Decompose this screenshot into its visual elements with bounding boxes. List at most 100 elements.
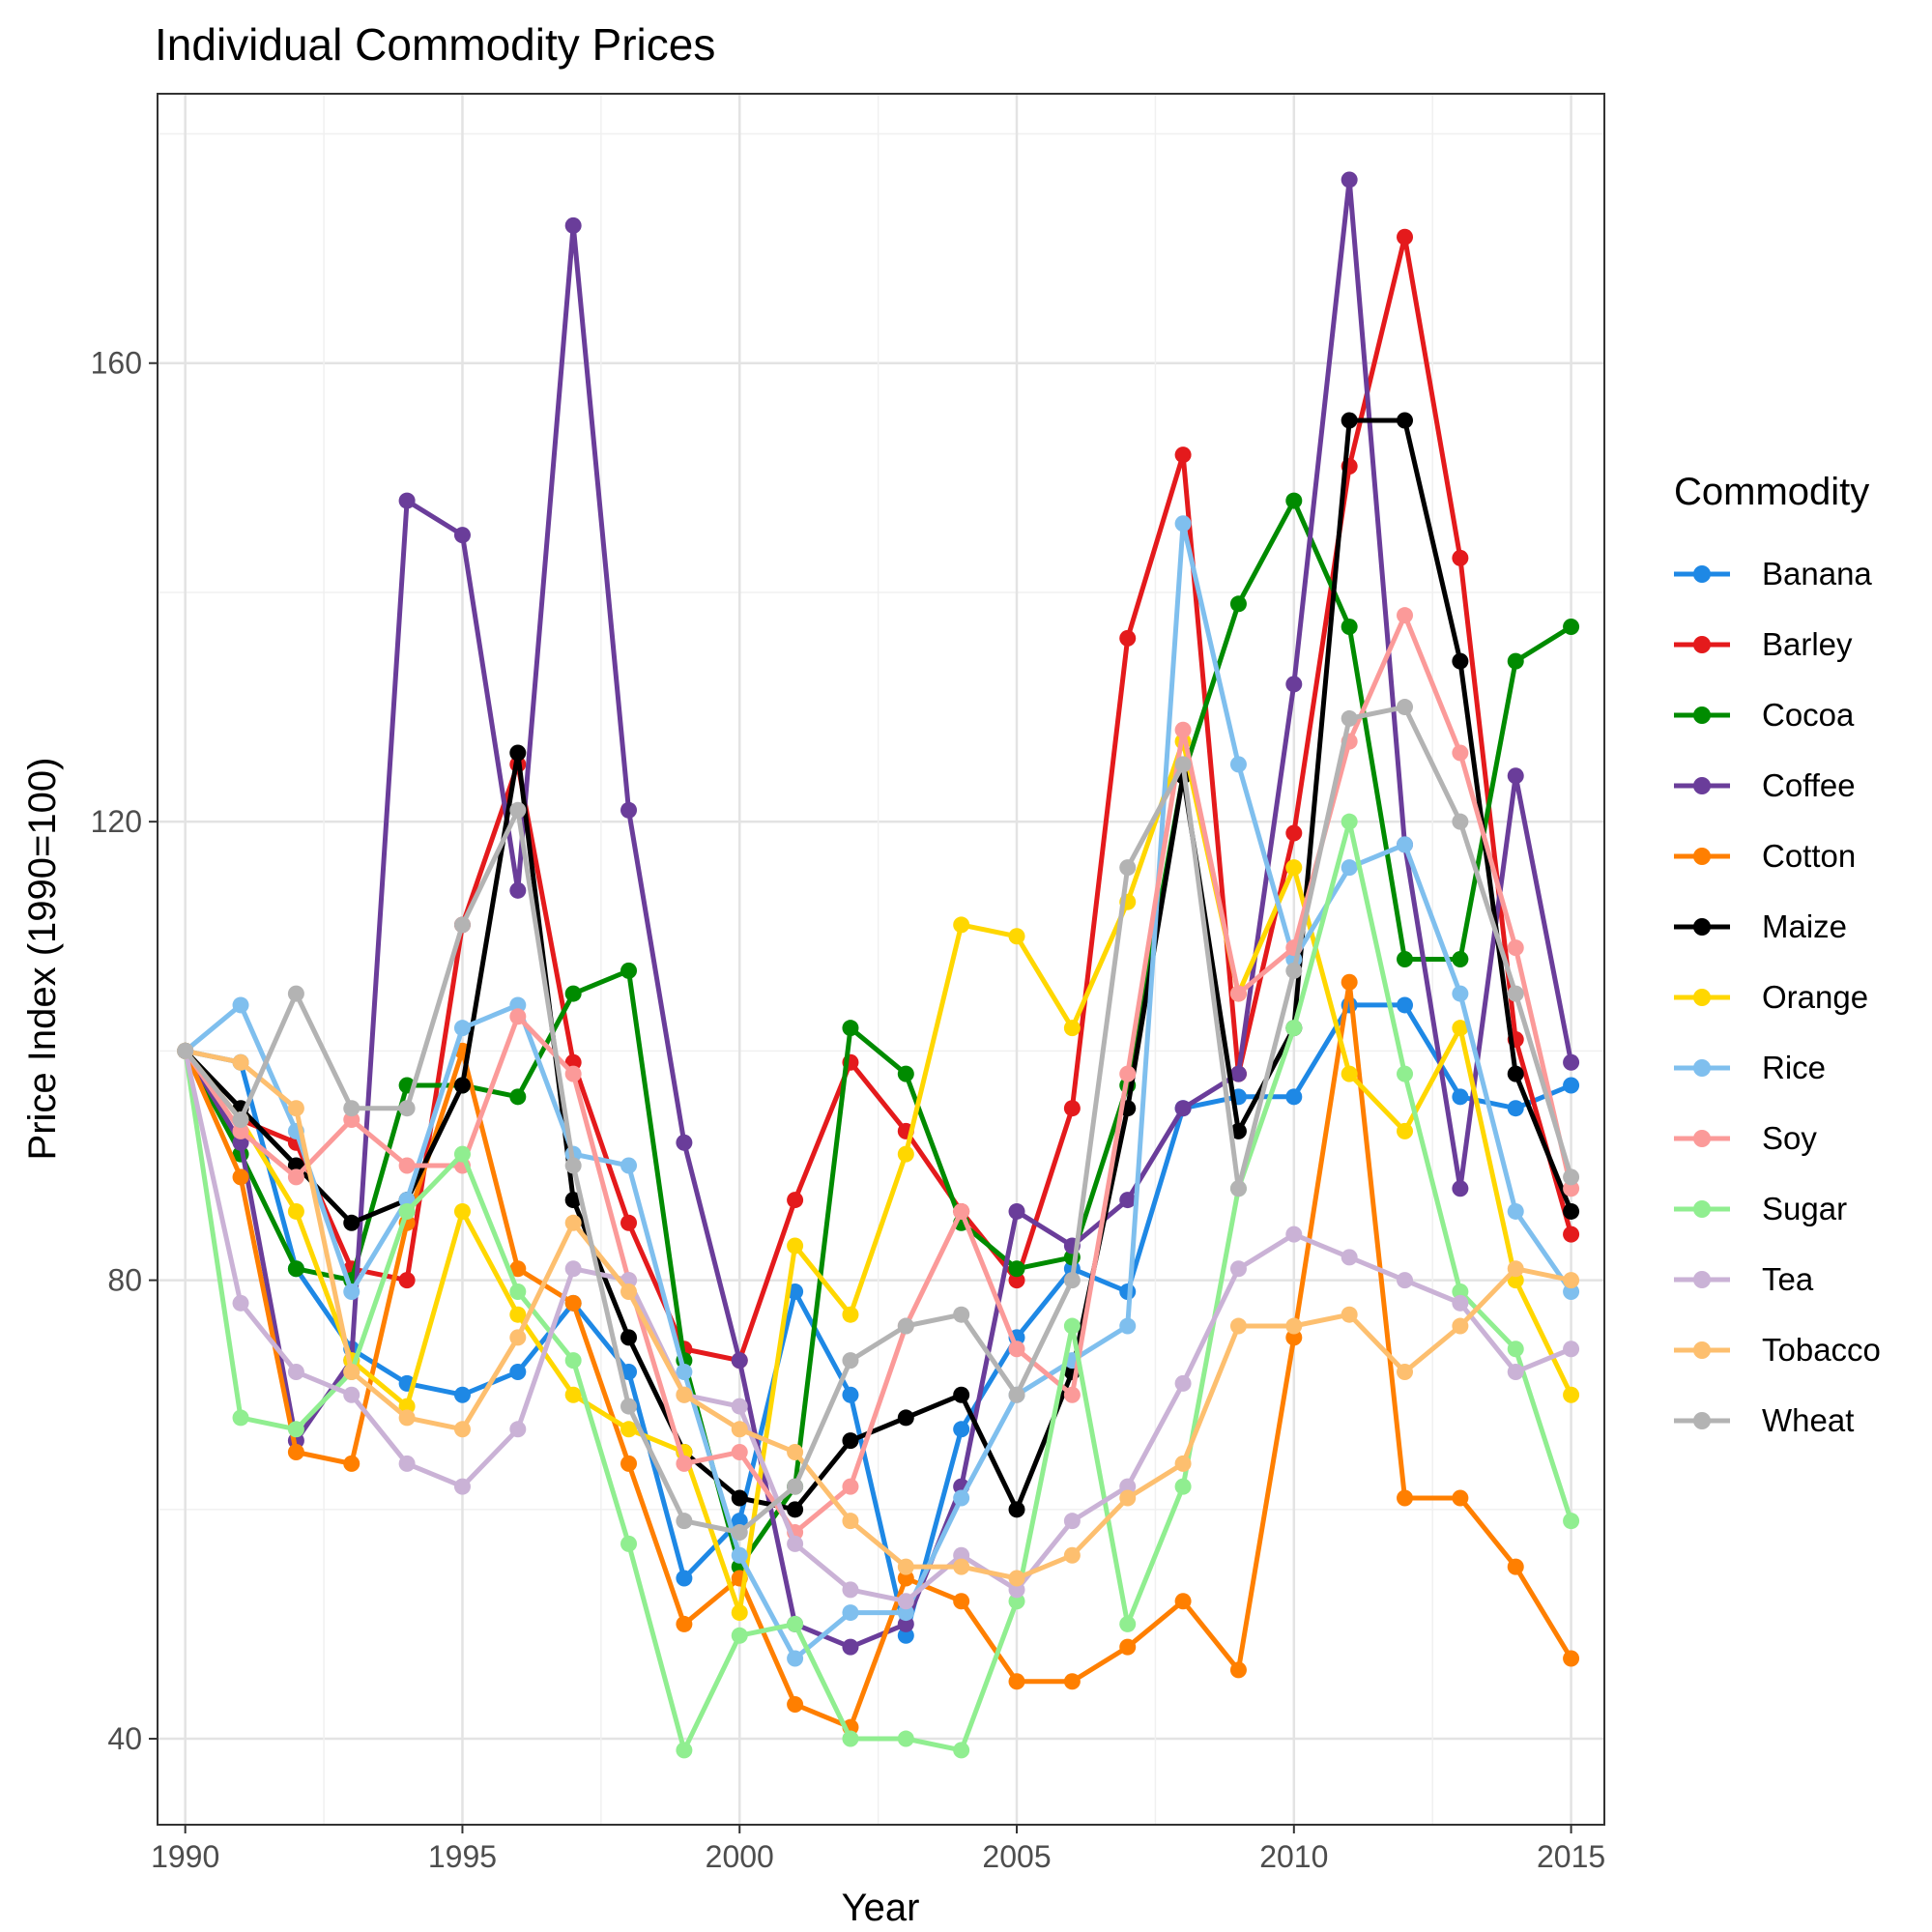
data-point — [676, 1134, 693, 1151]
data-point — [1452, 1294, 1469, 1312]
data-point — [1174, 1478, 1192, 1495]
data-point — [676, 1615, 693, 1632]
axes: 1990 1995 2000 2005 2010 2015 40 80 120 160 — [91, 346, 1606, 1874]
data-point — [620, 1398, 638, 1415]
data-point — [676, 1386, 693, 1403]
data-point — [398, 1409, 416, 1427]
data-point — [953, 1742, 970, 1759]
data-point — [842, 1478, 859, 1495]
data-point — [1563, 1283, 1580, 1300]
data-point — [731, 1604, 748, 1622]
data-point — [1229, 1260, 1247, 1278]
data-point — [1341, 619, 1358, 636]
legend-label: Banana — [1762, 556, 1872, 591]
legend: Commodity Banana Barley Cocoa Coffee Cotton M… — [1674, 471, 1881, 1438]
data-point — [1563, 1226, 1580, 1243]
data-point — [1229, 595, 1247, 613]
data-point — [1341, 171, 1358, 188]
legend-key-point — [1693, 706, 1711, 724]
data-point — [1341, 1306, 1358, 1323]
data-point — [1229, 1180, 1247, 1197]
data-point — [1563, 1650, 1580, 1667]
data-point — [953, 1421, 970, 1438]
legend-label: Tobacco — [1762, 1332, 1881, 1368]
data-point — [232, 1168, 249, 1186]
legend-label: Orange — [1762, 979, 1868, 1015]
data-point — [1063, 1513, 1081, 1530]
data-point — [897, 1570, 914, 1587]
data-point — [1174, 721, 1192, 738]
data-point — [1229, 756, 1247, 773]
data-point — [842, 1306, 859, 1323]
data-point — [232, 1053, 249, 1071]
data-point — [1008, 1386, 1025, 1403]
legend-item-maize: Maize — [1674, 908, 1847, 944]
data-point — [953, 1593, 970, 1610]
data-point — [232, 996, 249, 1014]
data-point — [1507, 1065, 1524, 1082]
data-point — [564, 1260, 582, 1278]
data-point — [842, 1386, 859, 1403]
data-point — [1397, 1272, 1414, 1289]
data-point — [564, 1065, 582, 1082]
data-point — [842, 1432, 859, 1450]
data-point — [287, 1202, 304, 1220]
data-point — [1507, 652, 1524, 670]
data-point — [897, 1615, 914, 1632]
data-point — [453, 1421, 471, 1438]
legend-item-soy: Soy — [1674, 1120, 1817, 1156]
plot-background — [158, 94, 1604, 1825]
data-point — [1397, 1065, 1414, 1082]
data-point — [1229, 985, 1247, 1002]
data-point — [287, 985, 304, 1002]
legend-item-tobacco: Tobacco — [1674, 1332, 1881, 1368]
data-point — [676, 1570, 693, 1587]
legend-item-banana: Banana — [1674, 556, 1872, 591]
series-tobacco — [177, 1042, 1580, 1587]
x-tick-label: 2000 — [706, 1839, 774, 1874]
data-point — [787, 1535, 804, 1552]
data-point — [953, 1202, 970, 1220]
data-point — [1008, 1593, 1025, 1610]
data-point — [509, 1329, 527, 1346]
data-point — [620, 1455, 638, 1472]
legend-key-point — [1693, 1271, 1711, 1288]
x-tick-label: 1990 — [151, 1839, 219, 1874]
data-point — [1008, 1272, 1025, 1289]
data-point — [1119, 1478, 1137, 1495]
data-point — [953, 1306, 970, 1323]
data-point — [787, 1501, 804, 1518]
data-point — [676, 1513, 693, 1530]
legend-item-coffee: Coffee — [1674, 767, 1856, 803]
x-tick-label: 2005 — [982, 1839, 1051, 1874]
data-point — [509, 1008, 527, 1025]
x-tick-label: 2015 — [1537, 1839, 1605, 1874]
series-lines — [177, 171, 1580, 1759]
data-point — [731, 1546, 748, 1564]
data-point — [343, 1100, 360, 1117]
data-point — [453, 527, 471, 544]
data-point — [232, 1409, 249, 1427]
data-point — [676, 1363, 693, 1380]
data-point — [1174, 756, 1192, 773]
data-point — [1119, 629, 1137, 647]
data-point — [509, 1363, 527, 1380]
data-point — [1285, 962, 1303, 979]
data-point — [1119, 1615, 1137, 1632]
data-point — [1563, 1077, 1580, 1094]
data-point — [1063, 1100, 1081, 1117]
data-point — [787, 1237, 804, 1254]
series-line-tea — [183, 1048, 1574, 1604]
data-point — [1452, 951, 1469, 967]
legend-label: Tea — [1762, 1261, 1814, 1297]
data-point — [1507, 1100, 1524, 1117]
data-point — [897, 1593, 914, 1610]
data-point — [398, 1398, 416, 1415]
data-point — [1174, 515, 1192, 533]
data-point — [897, 1730, 914, 1747]
legend-key-point — [1693, 1200, 1711, 1218]
plot-border — [157, 93, 1605, 1826]
data-point — [1507, 1260, 1524, 1278]
data-point — [842, 1352, 859, 1370]
